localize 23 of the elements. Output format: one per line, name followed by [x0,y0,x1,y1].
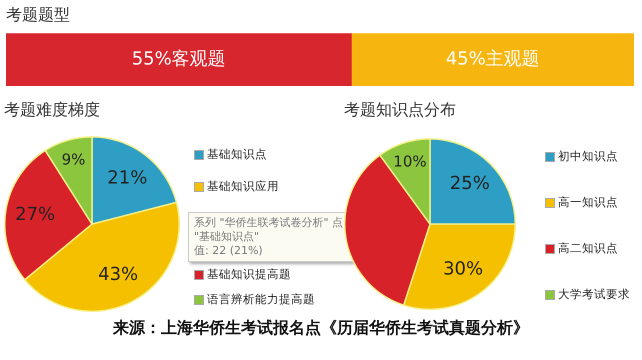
data-label: 43% [98,264,138,286]
chart-title: 考题难度梯度 [4,100,100,119]
legend-label: 语言辨析能力提高题 [207,292,315,306]
data-label: 10% [393,152,427,170]
data-label: 21% [107,167,148,188]
legend-label: 高二知识点 [558,240,618,255]
legend-label: 高一知识点 [558,194,618,209]
chart-title: 考题知识点分布 [344,100,456,119]
data-label: 30% [443,258,484,280]
text: 系列 "华侨生联考试卷分析" 点 "基础知识点" [194,216,344,244]
chart-title: 考题题型 [6,4,70,24]
source-note: 来源：上海华侨生考试报名点《历届华侨生考试真题分析》 [112,318,530,339]
data-label: 55%客观题 [132,48,226,70]
text: 值: 22 (21%) [194,244,264,258]
legend-label: 大学考试要求 [558,286,630,301]
data-label: 27% [15,204,56,225]
legend-label: 基础知识应用 [207,178,279,193]
legend-label: 初中知识点 [558,148,618,163]
data-label: 25% [450,172,490,194]
data-label: 9% [62,150,86,168]
data-label: 45%主观题 [446,48,540,70]
legend-label: 基础知识点 [207,146,267,161]
legend-label: 基础知识提高题 [207,266,291,281]
